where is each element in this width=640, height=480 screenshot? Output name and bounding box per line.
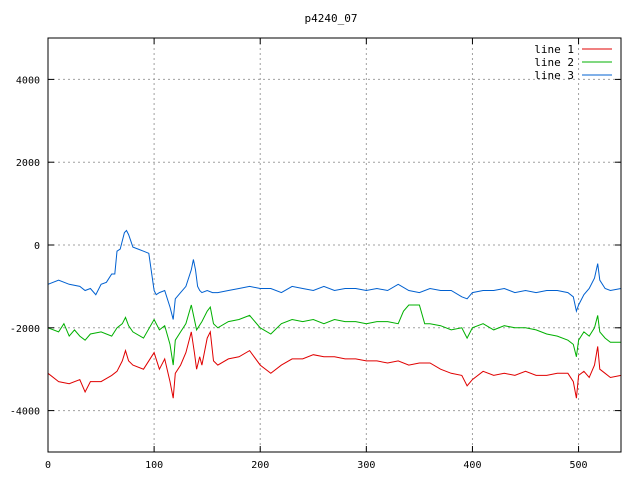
y-tick-label: 0: [34, 241, 40, 252]
series-line-2: [47, 304, 621, 366]
legend-label-3: line 3: [534, 69, 574, 82]
x-tick-label: 100: [145, 460, 163, 471]
y-tick-label: -2000: [10, 324, 40, 335]
series-layer: [47, 229, 622, 399]
x-tick-label: 500: [570, 460, 588, 471]
x-tick-label: 200: [251, 460, 269, 471]
chart-title: p4240_07: [305, 12, 358, 25]
y-tick-label: -4000: [10, 407, 40, 418]
series-line-1: [47, 330, 622, 399]
x-tick-label: 0: [45, 460, 51, 471]
tick-layer: 0 100 200 300 400 500 -4000 -2000 0 2000 4000: [10, 38, 621, 471]
y-tick-label: 2000: [16, 158, 40, 169]
x-tick-label: 300: [357, 460, 375, 471]
grid: [48, 38, 621, 452]
legend-label-1: line 1: [534, 43, 574, 56]
y-tick-label: 4000: [16, 75, 40, 86]
series-line-3: [47, 229, 622, 320]
legend-label-2: line 2: [534, 56, 574, 69]
x-tick-label: 400: [463, 460, 481, 471]
